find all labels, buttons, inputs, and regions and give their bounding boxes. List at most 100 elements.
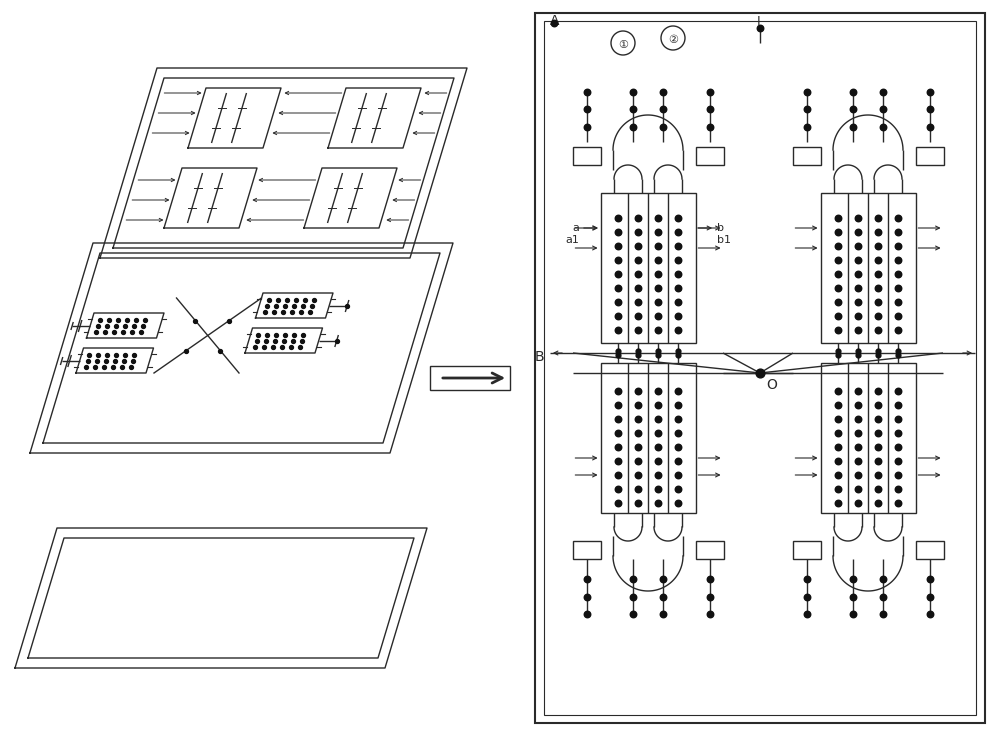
Point	[630, 212, 646, 224]
Point	[798, 121, 814, 133]
Point	[830, 310, 846, 322]
Point	[830, 240, 846, 252]
Point	[117, 349, 133, 361]
Point	[78, 361, 94, 373]
Point	[610, 441, 626, 453]
Point	[265, 341, 281, 353]
Point	[650, 226, 666, 238]
Point	[670, 385, 686, 397]
Point	[630, 310, 646, 322]
Point	[247, 341, 263, 353]
Point	[830, 455, 846, 467]
Point	[890, 385, 906, 397]
Point	[650, 324, 666, 336]
Point	[650, 399, 666, 411]
Point	[259, 300, 275, 312]
Bar	[916, 541, 944, 559]
Point	[670, 427, 686, 439]
Point	[830, 413, 846, 425]
Point	[610, 268, 626, 280]
Point	[625, 591, 641, 603]
Point	[329, 335, 345, 347]
Point	[123, 361, 139, 373]
Point	[275, 306, 291, 318]
Point	[124, 326, 140, 338]
Point	[650, 282, 666, 294]
Point	[630, 399, 646, 411]
Point	[610, 212, 626, 224]
Text: b: b	[717, 223, 724, 233]
Point	[101, 314, 117, 326]
Point	[870, 240, 886, 252]
Text: b1: b1	[717, 235, 731, 245]
Point	[630, 240, 646, 252]
Point	[655, 121, 671, 133]
Point	[702, 608, 718, 620]
Bar	[696, 147, 724, 165]
Point	[630, 413, 646, 425]
Point	[283, 341, 299, 353]
Point	[99, 320, 115, 332]
Point	[890, 483, 906, 495]
Point	[830, 268, 846, 280]
Point	[890, 254, 906, 266]
Point	[630, 296, 646, 308]
Point	[105, 361, 121, 373]
Point	[256, 341, 272, 353]
Point	[117, 320, 133, 332]
Point	[850, 268, 866, 280]
Point	[830, 296, 846, 308]
Point	[630, 268, 646, 280]
Point	[610, 240, 626, 252]
Point	[870, 427, 886, 439]
Point	[845, 103, 861, 115]
Point	[850, 240, 866, 252]
Point	[630, 282, 646, 294]
Point	[125, 355, 141, 367]
Point	[650, 427, 666, 439]
Point	[578, 86, 594, 98]
Point	[670, 349, 686, 361]
Point	[850, 282, 866, 294]
Point	[630, 497, 646, 509]
Point	[850, 324, 866, 336]
Point	[870, 212, 886, 224]
Point	[610, 385, 626, 397]
Point	[870, 497, 886, 509]
Point	[670, 413, 686, 425]
Point	[655, 573, 671, 585]
Point	[270, 294, 286, 306]
Point	[261, 294, 277, 306]
Point	[870, 399, 886, 411]
Point	[870, 349, 886, 361]
Bar	[572, 147, 600, 165]
Point	[108, 349, 124, 361]
Point	[650, 455, 666, 467]
Point	[870, 483, 886, 495]
Point	[630, 385, 646, 397]
Point	[830, 469, 846, 481]
Text: a1: a1	[565, 235, 579, 245]
Point	[650, 441, 666, 453]
Point	[670, 282, 686, 294]
Point	[830, 282, 846, 294]
Bar	[792, 147, 820, 165]
Bar	[600, 193, 696, 343]
Point	[890, 296, 906, 308]
Point	[845, 591, 861, 603]
Point	[89, 355, 105, 367]
Point	[578, 121, 594, 133]
Point	[655, 103, 671, 115]
Point	[890, 427, 906, 439]
Point	[625, 86, 641, 98]
Point	[875, 86, 891, 98]
Point	[670, 296, 686, 308]
Point	[306, 294, 322, 306]
Point	[650, 268, 666, 280]
Point	[670, 483, 686, 495]
Point	[850, 469, 866, 481]
Point	[890, 268, 906, 280]
Point	[922, 608, 938, 620]
Point	[274, 341, 290, 353]
Point	[830, 349, 846, 361]
